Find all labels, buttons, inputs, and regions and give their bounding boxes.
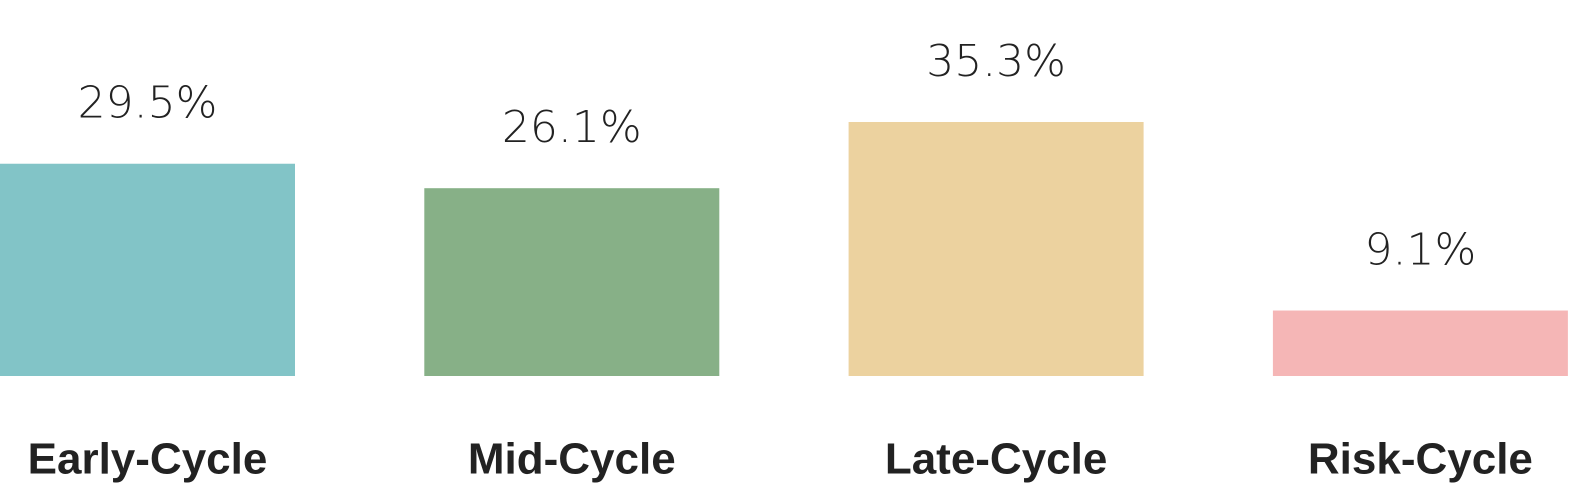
bar (0, 163, 295, 376)
value-label: 9.1% (1365, 225, 1477, 276)
bar (424, 188, 720, 376)
value-label: 26.1% (502, 102, 642, 153)
category-label: Mid-Cycle (468, 435, 676, 484)
bar (1272, 310, 1568, 376)
category-label: Late-Cycle (885, 435, 1108, 484)
bar (848, 122, 1144, 376)
category-label: Risk-Cycle (1308, 435, 1533, 484)
category-label: Early-Cycle (28, 435, 268, 484)
value-label: 29.5% (78, 78, 218, 129)
value-label: 35.3% (926, 36, 1066, 87)
